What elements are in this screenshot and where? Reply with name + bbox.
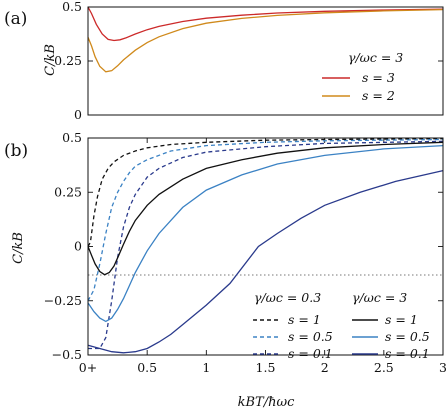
panel-b-label: (b)	[4, 141, 28, 161]
legend-b-label-low-s01: s = 0.1	[288, 346, 333, 361]
series-line-b-c-0-3-s-1	[87, 138, 444, 247]
xtick-label: 3	[439, 360, 447, 375]
ytick-label: 0.25	[54, 53, 82, 68]
xtick-label: 2.5	[374, 360, 394, 375]
series-line-b-c-0-3-s-0-5	[87, 138, 444, 302]
legend-a-label-s2: s = 2	[362, 88, 395, 103]
legend-b-label-low-s05: s = 0.5	[288, 329, 333, 344]
series-line-b-c-3-s-1	[87, 141, 444, 276]
ytick-label: 0	[74, 239, 82, 254]
xtick-label: 0+	[79, 360, 97, 375]
legend-a-title: γ/ωc = 3	[348, 50, 403, 65]
ytick-label: 0.5	[62, 130, 82, 145]
legend-b-title-low: γ/ωc = 0.3	[254, 290, 321, 305]
xtick-label: 1.5	[256, 360, 276, 375]
ytick-label: −0.25	[44, 293, 82, 308]
ytick-label: 0	[74, 107, 82, 122]
legend-b-title-high: γ/ωc = 3	[352, 290, 407, 305]
panel-a: (a) 0 0.25 0.5 C/kB γ/ωc = 3 s = 3 s = 2	[4, 0, 444, 122]
panel-a-label: (a)	[4, 9, 27, 29]
panel-a-ylabel: C/kB	[43, 44, 58, 76]
series-line-a--s-2	[87, 8, 444, 73]
panel-b-xlabel: kBT/ħωc	[238, 395, 295, 410]
panel-b-ylabel: C/kB	[11, 232, 26, 264]
panel-b-ticks: −0.5 −0.25 0 0.25 0.5 0+ 0.5 1 1.5 2 2.5 3	[44, 130, 447, 375]
panel-a-curves	[87, 6, 444, 73]
panel-b-frame	[87, 137, 444, 356]
panel-a-frame	[87, 6, 444, 116]
panel-a-ticks: 0 0.25 0.5	[54, 0, 443, 122]
legend-b-label-high-s01: s = 0.1	[385, 346, 430, 361]
xtick-label: 2	[321, 360, 329, 375]
series-line-b-c-3-s-0-1	[87, 169, 444, 354]
legend-b-label-high-s05: s = 0.5	[385, 329, 430, 344]
xtick-label: 1	[202, 360, 210, 375]
legend-b-label-low-s1: s = 1	[288, 312, 321, 327]
series-line-b-c-0-3-s-0-1	[88, 140, 444, 350]
panel-b-curves	[87, 138, 444, 354]
ytick-label: 0.25	[54, 184, 82, 199]
series-line-b-c-3-s-0-5	[87, 144, 444, 323]
panel-b-legend: γ/ωc = 0.3 γ/ωc = 3 s = 1 s = 0.5 s = 0.…	[253, 290, 430, 361]
legend-a-label-s3: s = 3	[362, 70, 395, 85]
ytick-label: −0.5	[52, 347, 82, 362]
panel-b: (b) −0.5 −0.25 0 0.25 0.5 0+ 0.5 1 1.5 2 2.5 3 C/kB…	[4, 130, 447, 410]
ytick-label: 0.5	[62, 0, 82, 14]
xtick-label: 0.5	[137, 360, 157, 375]
series-line-a--s-3	[87, 6, 444, 42]
panel-a-legend: γ/ωc = 3 s = 3 s = 2	[322, 50, 403, 103]
legend-b-label-high-s1: s = 1	[385, 312, 418, 327]
